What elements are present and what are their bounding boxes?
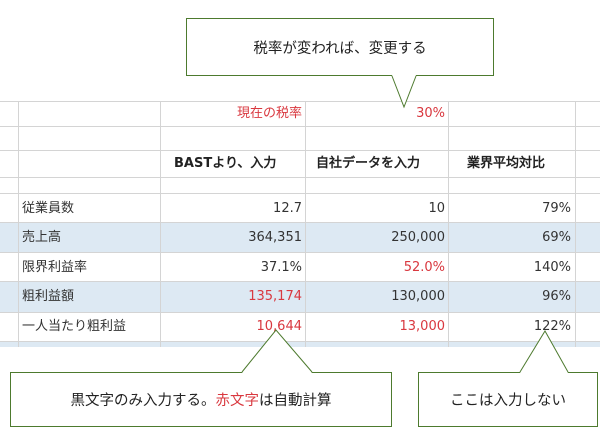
cell-sales-own[interactable]: 250,000 — [391, 230, 445, 245]
gridline — [575, 101, 576, 347]
cell-employees-own[interactable]: 10 — [428, 201, 445, 216]
gridline — [0, 193, 600, 194]
gridline — [0, 222, 600, 223]
cell-marginal-rate-own: 52.0% — [403, 260, 445, 275]
gridline — [160, 101, 161, 347]
callout-bottom-left-text-2: は自動計算 — [259, 393, 332, 409]
tax-rate-value[interactable]: 30% — [416, 106, 445, 121]
row-label-employees: 従業員数 — [22, 201, 75, 216]
column-header-bast: BASTより、入力 — [174, 156, 277, 171]
cell-gross-profit-avg: 96% — [542, 289, 571, 304]
gridline — [18, 101, 19, 347]
callout-bottom-left-text-red: 赤文字 — [215, 393, 260, 409]
row-band-sales — [0, 222, 600, 252]
row-label-gross-profit: 粗利益額 — [22, 289, 75, 304]
tax-rate-label: 現在の税率 — [236, 106, 302, 121]
cell-sales-avg: 69% — [542, 230, 571, 245]
gridline — [0, 252, 600, 253]
row-band-bottom — [0, 341, 600, 347]
cell-marginal-rate-avg: 140% — [533, 260, 571, 275]
cell-employees-avg: 79% — [542, 201, 571, 216]
callout-bottom-right-text: ここは入力しない — [450, 393, 566, 409]
cell-per-person-avg: 122% — [533, 319, 571, 334]
cell-per-person-own: 13,000 — [399, 319, 446, 334]
cell-employees-bast[interactable]: 12.7 — [273, 201, 302, 216]
gridline — [0, 177, 600, 178]
gridline — [0, 150, 600, 151]
column-header-own: 自社データを入力 — [316, 156, 421, 171]
cell-gross-profit-own[interactable]: 130,000 — [391, 289, 445, 304]
cell-per-person-bast: 10,644 — [256, 319, 303, 334]
gridline — [0, 341, 600, 342]
callout-bottom-right: ここは入力しない — [418, 372, 598, 427]
row-band-gross-profit — [0, 281, 600, 312]
gridline — [0, 101, 600, 102]
cell-gross-profit-bast: 135,174 — [248, 289, 302, 304]
callout-top: 税率が変われば、変更する — [186, 18, 494, 76]
row-label-gross-profit-per-person: 一人当たり粗利益 — [22, 319, 127, 334]
callout-top-text: 税率が変われば、変更する — [253, 40, 427, 57]
gridline — [0, 281, 600, 282]
cell-sales-bast[interactable]: 364,351 — [248, 230, 302, 245]
gridline — [0, 126, 600, 127]
cell-marginal-rate-bast[interactable]: 37.1% — [260, 260, 302, 275]
callout-bottom-left-text-1: 黒文字のみ入力する。 — [70, 393, 216, 409]
column-header-avg: 業界平均対比 — [467, 156, 546, 171]
gridline — [448, 101, 449, 347]
callout-bottom-left: 黒文字のみ入力する。 赤文字 は自動計算 — [10, 372, 392, 427]
row-label-sales: 売上高 — [22, 230, 62, 245]
gridline — [305, 101, 306, 347]
gridline — [0, 312, 600, 313]
row-label-marginal-profit-rate: 限界利益率 — [22, 260, 88, 275]
